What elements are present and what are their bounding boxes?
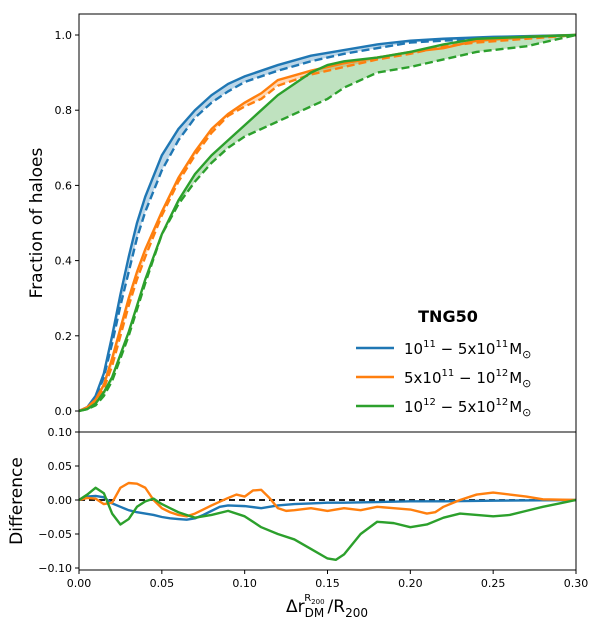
difference-series-1-line bbox=[78, 494, 577, 521]
x-label-sup: R bbox=[304, 593, 311, 604]
top-shaded-regions bbox=[79, 35, 576, 411]
bottom-series-lines bbox=[78, 481, 577, 562]
x-axis-label: ΔrDMR200/R200 bbox=[286, 593, 368, 620]
series-3-solid-line bbox=[78, 33, 577, 413]
series-3-dashed-line bbox=[78, 33, 577, 413]
bottom-y-tick-label: 0.00 bbox=[48, 494, 73, 507]
legend: TNG50 1011 − 5x1011M⊙ 5x1011 − 1012M⊙ 1012… bbox=[356, 307, 531, 419]
series-1-solid-line bbox=[78, 33, 577, 413]
series-2-dashed-line bbox=[78, 33, 577, 413]
top-series-lines bbox=[78, 33, 577, 413]
difference-panel: 0.10 0.05 0.00 −0.05 −0.10 0.00 0.05 0.10 0.15 0.… bbox=[7, 426, 588, 620]
top-y-tick-label: 1.0 bbox=[55, 29, 73, 42]
top-y-axis-label: Fraction of haloes bbox=[27, 148, 47, 299]
bottom-y-tick-label: −0.05 bbox=[38, 528, 72, 541]
x-tick-label: 0.15 bbox=[315, 577, 340, 590]
x-tick-label: 0.25 bbox=[481, 577, 506, 590]
bottom-ticks: 0.10 0.05 0.00 −0.05 −0.10 0.00 0.05 0.10 0.15 0.… bbox=[38, 426, 588, 590]
x-tick-label: 0.20 bbox=[398, 577, 423, 590]
legend-label-1: 1011 − 5x1011M⊙ bbox=[404, 339, 531, 361]
legend-title: TNG50 bbox=[418, 307, 478, 326]
top-ticks: 0.0 0.2 0.4 0.6 0.8 1.0 bbox=[55, 29, 79, 418]
top-y-tick-label: 0.6 bbox=[55, 179, 73, 192]
x-label-main: Δr bbox=[286, 597, 305, 617]
bottom-axes-frame bbox=[78, 431, 577, 571]
legend-label-3: 1012 − 5x1012M⊙ bbox=[404, 397, 531, 419]
x-label-tail: /R bbox=[328, 597, 346, 617]
series-3-band bbox=[79, 35, 576, 411]
bottom-y-tick-label: 0.05 bbox=[48, 460, 73, 473]
series-1-dashed-line bbox=[78, 33, 577, 413]
cumulative-panel: 0.0 0.2 0.4 0.6 0.8 1.0 Fraction of haloes TN… bbox=[27, 13, 577, 433]
bottom-y-tick-label: 0.10 bbox=[48, 426, 73, 439]
difference-series-3-line bbox=[78, 486, 577, 562]
top-y-tick-label: 0.0 bbox=[55, 405, 73, 418]
bottom-y-axis-label: Difference bbox=[7, 457, 27, 545]
x-label-supsub: 200 bbox=[311, 598, 324, 606]
legend-label-2: 5x1011 − 1012M⊙ bbox=[404, 368, 531, 390]
top-y-tick-label: 0.2 bbox=[55, 330, 73, 343]
x-tick-label: 0.05 bbox=[150, 577, 175, 590]
x-tick-label: 0.10 bbox=[232, 577, 257, 590]
difference-series-2-line bbox=[78, 481, 577, 518]
x-label-tail-sub: 200 bbox=[345, 606, 368, 620]
legend-entries: 1011 − 5x1011M⊙ 5x1011 − 1012M⊙ 1012 − 5x1… bbox=[356, 339, 531, 419]
x-tick-label: 0.00 bbox=[67, 577, 92, 590]
bottom-y-tick-label: −0.10 bbox=[38, 562, 72, 575]
x-tick-label: 0.30 bbox=[564, 577, 589, 590]
top-y-tick-label: 0.8 bbox=[55, 104, 73, 117]
x-label-sub: DM bbox=[305, 606, 325, 620]
top-y-tick-label: 0.4 bbox=[55, 255, 73, 268]
